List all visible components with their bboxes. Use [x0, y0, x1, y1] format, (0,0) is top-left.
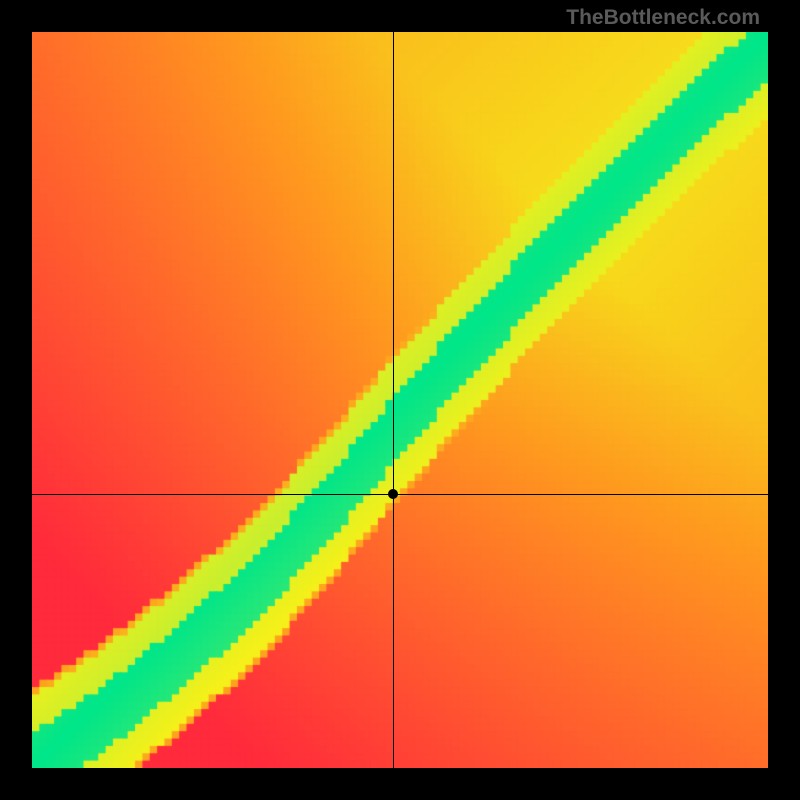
watermark-text: TheBottleneck.com: [566, 6, 760, 30]
heatmap-plot: [32, 32, 768, 768]
heatmap-canvas: [32, 32, 768, 768]
crosshair-vertical: [393, 32, 394, 768]
crosshair-marker: [388, 489, 398, 499]
crosshair-horizontal: [32, 494, 768, 495]
